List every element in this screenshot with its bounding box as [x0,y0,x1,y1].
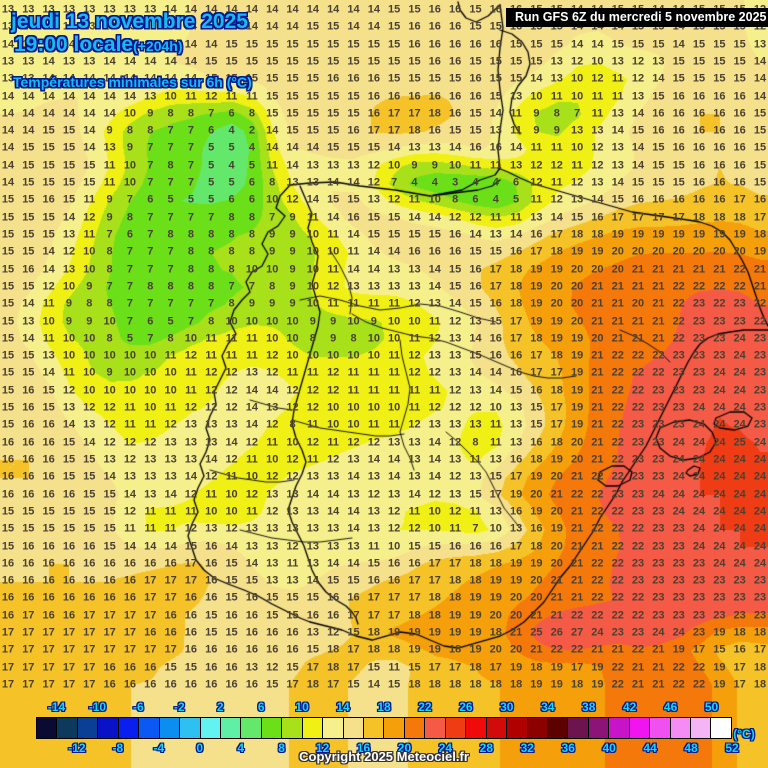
legend-swatch [425,718,446,738]
legend-swatch [384,718,405,738]
legend-tick-label: 20 [397,741,412,755]
legend-swatch [118,718,140,738]
legend-tick-label: 48 [684,741,698,755]
legend-swatch [711,718,731,738]
model-run-banner: Run GFS 6Z du mercredi 5 novembre 2025 [506,8,768,27]
legend-tick-label: 52 [725,741,739,755]
legend-swatch [507,718,528,738]
legend-tick-label: -2 [173,700,185,714]
legend-swatch [629,718,651,738]
parameter-label: Températures minimales sur 6h (°C) [13,74,252,90]
legend-tick-label: 22 [418,700,432,714]
legend-tick-label: 14 [336,700,350,714]
legend-tick-label: 28 [479,741,494,755]
legend-tick-label: 4 [237,741,245,755]
legend-tick-label: 44 [643,741,657,755]
legend-swatch [37,718,58,738]
forecast-offset-value: (+204h) [133,38,183,54]
legend-swatch [404,718,426,738]
legend-swatch [282,718,303,738]
legend-swatch [547,718,569,738]
legend-swatch [343,718,364,738]
legend-swatch [77,718,99,738]
legend-swatch [364,718,385,738]
legend-swatch [302,718,324,738]
legend-swatch [200,718,221,738]
legend-swatch [650,718,671,738]
legend-swatch [241,718,262,738]
legend-tick-label: 6 [257,700,265,714]
legend-tick-label: -6 [133,700,144,714]
legend-tick-label: 8 [278,741,285,755]
legend-tick-label: 30 [500,700,514,714]
legend-tick-label: 12 [315,741,330,755]
legend-tick-label: 0 [196,741,204,755]
legend-swatch [180,718,201,738]
legend-tick-label: -12 [68,741,86,755]
legend-swatch [691,718,712,738]
legend-swatch [486,718,508,738]
legend-swatch [323,718,344,738]
legend-swatch [261,718,283,738]
color-scale-legend: (°C) -14 -10 -6 -2 2 6 10 14 18 22 26 30 34 38 42 46 50-… [0,695,768,768]
legend-tick-label: -8 [112,741,124,755]
legend-tick-label: 32 [520,741,534,755]
legend-tick-label: 46 [663,700,678,714]
legend-unit-label: (°C) [733,727,755,741]
legend-swatch [527,718,548,738]
color-scale-bar[interactable] [36,717,732,739]
copyright-label: Copyright 2025 Meteociel.fr [299,749,469,764]
legend-tick-label: 34 [541,700,555,714]
forecast-time-label: 19:00 locale(+204h) [14,33,183,57]
legend-swatch [670,718,691,738]
legend-swatch [98,718,119,738]
legend-tick-label: 40 [602,741,616,755]
legend-tick-label: 36 [561,741,575,755]
legend-swatch [139,718,160,738]
legend-tick-label: 38 [582,700,596,714]
legend-swatch [57,718,78,738]
legend-tick-label: 26 [459,700,473,714]
legend-tick-label: -10 [88,700,107,714]
legend-swatch [220,718,242,738]
legend-tick-label: -14 [47,700,66,714]
legend-tick-label: 10 [295,700,309,714]
legend-tick-label: 16 [356,741,371,755]
legend-swatch [588,718,610,738]
forecast-date-label: jeudi 13 novembre 2025 [11,10,248,33]
legend-swatch [568,718,589,738]
legend-swatch [609,718,630,738]
legend-tick-label: 50 [704,700,719,714]
legend-tick-label: 18 [377,700,391,714]
legend-swatch [445,718,467,738]
legend-swatch [466,718,487,738]
legend-tick-label: 42 [622,700,637,714]
legend-swatch [159,718,181,738]
legend-tick-label: 2 [216,700,224,714]
legend-tick-label: -4 [153,741,165,755]
legend-tick-label: 24 [438,741,453,755]
forecast-time-value: 19:00 locale [14,33,134,56]
